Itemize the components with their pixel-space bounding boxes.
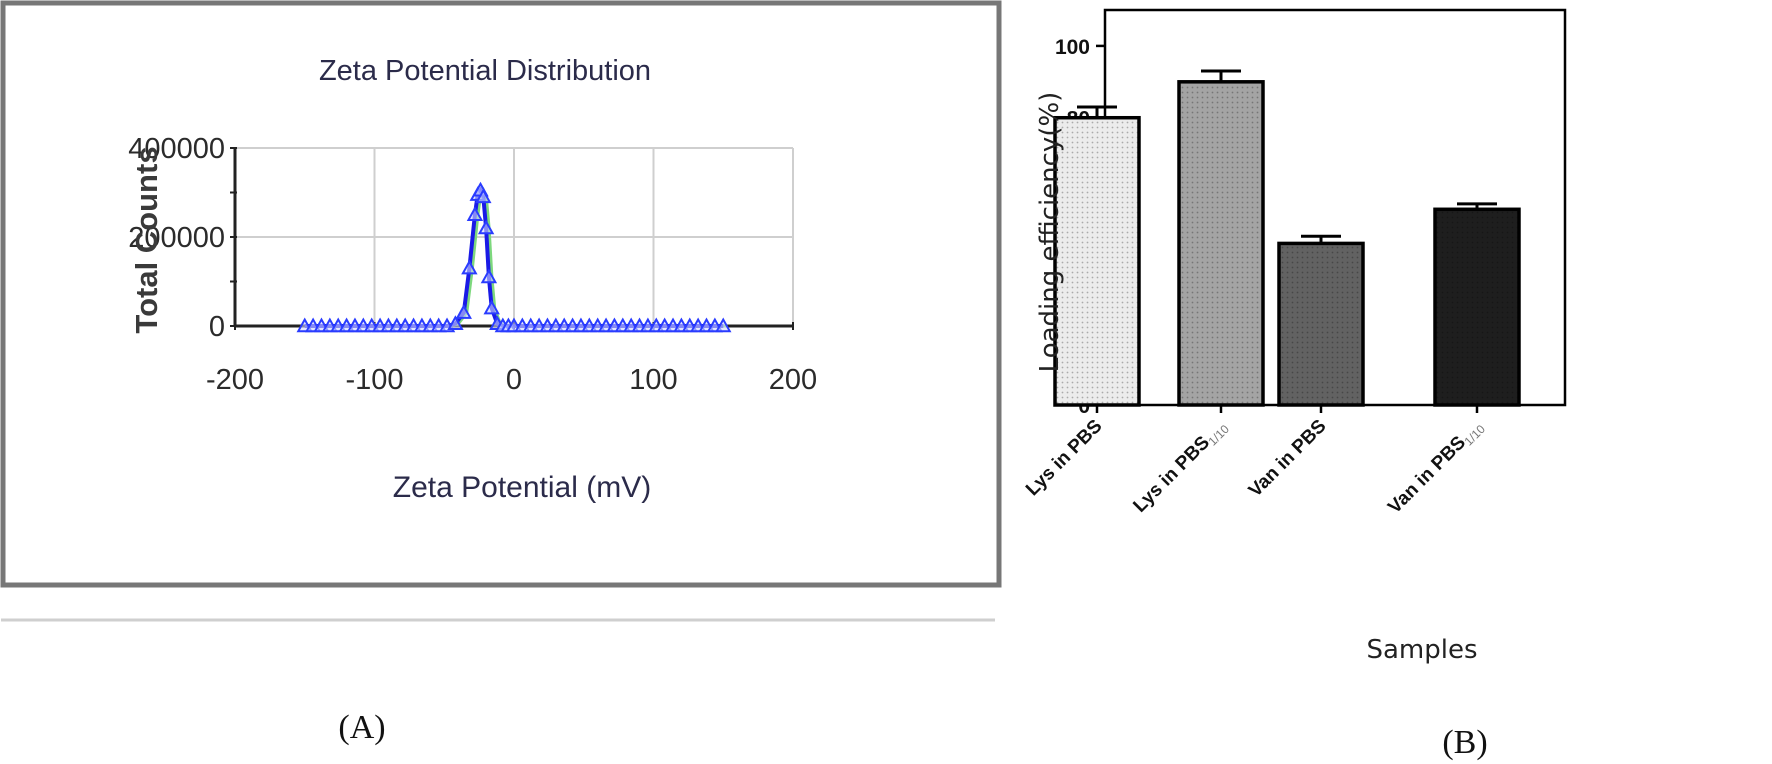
loading-x-tick-label: Van in PBS xyxy=(1245,416,1331,502)
loading-y-tick-label: 100 xyxy=(1055,36,1090,59)
zeta-x-ticks: -200 -100 0 100 200 xyxy=(206,364,817,396)
zeta-title: Zeta Potential Distribution xyxy=(319,55,651,87)
panel-a-caption: (A) xyxy=(338,709,385,746)
loading-error-bars xyxy=(1077,69,1497,244)
zeta-marker xyxy=(483,299,500,315)
loading-bar-texture xyxy=(1279,243,1363,405)
zeta-x-tick-label: 200 xyxy=(769,364,817,396)
loading-x-tick-label: Van in PBS1/10 xyxy=(1384,415,1488,519)
zeta-y-axis-label: Total Counts xyxy=(129,146,164,333)
zeta-marker xyxy=(455,304,472,319)
zeta-x-tick-label: -100 xyxy=(345,364,403,396)
loading-x-tick-label: Lys in PBS xyxy=(1022,416,1107,501)
zeta-x-tick-label: 0 xyxy=(506,364,522,396)
zeta-y-ticks: 0 200000 400000 xyxy=(128,133,225,343)
zeta-series-markers xyxy=(296,181,732,333)
loading-bar-texture xyxy=(1055,117,1139,406)
loading-x-tick-label-main: Lys in PBS xyxy=(1022,416,1107,501)
zeta-marker xyxy=(477,219,495,235)
zeta-chart-frame xyxy=(0,0,1002,588)
zeta-y-tick-label: 400000 xyxy=(128,133,225,165)
zeta-y-tick-label: 200000 xyxy=(128,222,225,254)
loading-x-tick-labels: Lys in PBS Lys in PBS1/10 Van in PBS Van in… xyxy=(1022,415,1488,519)
zeta-x-tick-label: 100 xyxy=(629,364,677,396)
zeta-y-tick-label: 0 xyxy=(209,311,225,343)
loading-x-tick-label-main: Lys in PBS xyxy=(1129,432,1214,517)
zeta-chart: Zeta Potential Distribution 0 200000 40000… xyxy=(0,0,1002,622)
loading-x-tick-label: Lys in PBS1/10 xyxy=(1129,415,1232,518)
loading-x-tick-label-main: Van in PBS xyxy=(1384,432,1470,518)
zeta-marker xyxy=(447,315,464,330)
zeta-marker xyxy=(466,206,484,221)
zeta-x-tick-label: -200 xyxy=(206,364,264,396)
loading-bar-texture xyxy=(1435,209,1519,405)
loading-bars xyxy=(1053,80,1521,407)
loading-x-tick-label-main: Van in PBS xyxy=(1245,416,1331,502)
loading-y-axis-label: Loading efficiency(%) xyxy=(1035,92,1065,373)
zeta-marker xyxy=(480,268,498,284)
zeta-x-axis-label: Zeta Potential (mV) xyxy=(393,471,651,504)
zeta-marker xyxy=(461,259,478,275)
panel-b-caption: (B) xyxy=(1442,724,1487,761)
loading-x-axis-label: Samples xyxy=(1366,635,1477,665)
loading-bar-texture xyxy=(1179,81,1263,406)
zeta-marker xyxy=(715,317,732,333)
zeta-marker xyxy=(475,188,492,204)
